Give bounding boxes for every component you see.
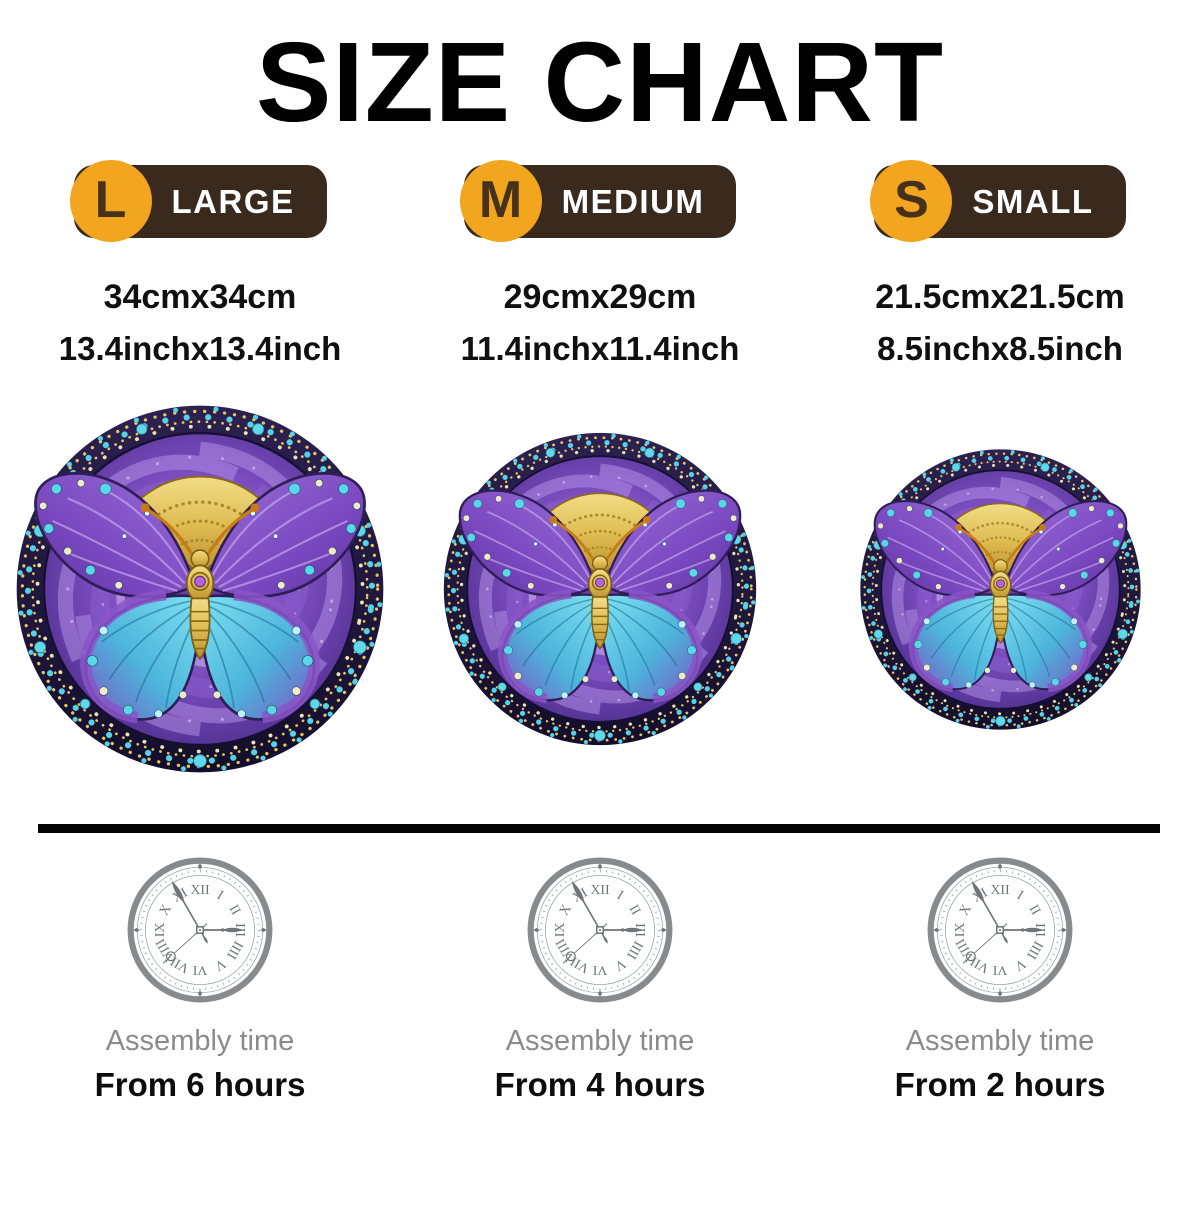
size-cm-large: 34cmx34cm [103, 278, 297, 316]
puzzle-cell-medium [400, 428, 800, 750]
assembly-hours-small: From 2 hours [894, 1065, 1106, 1103]
size-badge-small: S SMALL [870, 160, 1126, 242]
puzzle-images-row [0, 384, 1200, 794]
badge-letter-small: S [894, 171, 929, 229]
butterfly-puzzle-image-large [11, 400, 389, 778]
size-cm-small: 21.5cmx21.5cm [875, 278, 1125, 316]
badge-letter-medium: M [478, 171, 523, 229]
size-inch-medium: 11.4inchx11.4inch [460, 330, 740, 368]
assembly-label-cell-large: Assembly time [0, 1024, 400, 1059]
dimensions-row: 34cmx34cm 13.4inchx13.4inch 29cmx29cm 11… [0, 278, 1200, 368]
assembly-hours-large: From 6 hours [94, 1065, 306, 1103]
page-title: SIZE CHART [256, 19, 944, 145]
size-badge-medium: M MEDIUM [459, 160, 737, 242]
size-chart-page: SIZE CHART L LARGE M MEDIUM S [0, 26, 1200, 1104]
badge-cell-small: S SMALL [800, 160, 1200, 242]
clock-cell-medium [400, 854, 800, 1006]
assembly-value-row: From 6 hours From 4 hours From 2 hours [0, 1065, 1200, 1105]
badge-cell-large: L LARGE [0, 160, 400, 242]
size-inch-small: 8.5inchx8.5inch [877, 330, 1123, 368]
assembly-time-label-small: Assembly time [905, 1025, 1095, 1058]
badge-label-large: LARGE [171, 182, 295, 220]
badge-cell-medium: M MEDIUM [400, 160, 800, 242]
badge-label-medium: MEDIUM [561, 182, 705, 220]
assembly-label-row: Assembly time Assembly time Assembly tim… [0, 1024, 1200, 1059]
divider-line [38, 824, 1160, 834]
clock-cell-large [0, 854, 400, 1006]
assembly-value-cell-small: From 2 hours [800, 1065, 1200, 1105]
dimensions-cell-medium: 29cmx29cm 11.4inchx11.4inch [400, 278, 800, 368]
size-cm-medium: 29cmx29cm [503, 278, 697, 316]
dimensions-cell-small: 21.5cmx21.5cm 8.5inchx8.5inch [800, 278, 1200, 368]
assembly-hours-medium: From 4 hours [494, 1065, 706, 1103]
butterfly-puzzle-image-medium [439, 428, 761, 750]
badge-letter-circle-medium: M [459, 160, 542, 242]
assembly-clock-icon-large [124, 854, 276, 1006]
dimensions-cell-large: 34cmx34cm 13.4inchx13.4inch [0, 278, 400, 368]
assembly-clock-icon-small [924, 854, 1076, 1006]
badge-letter-circle-small: S [870, 160, 953, 242]
clocks-row [0, 854, 1200, 1006]
size-inch-large: 13.4inchx13.4inch [58, 330, 342, 368]
assembly-time-label-large: Assembly time [105, 1025, 295, 1058]
puzzle-cell-large [0, 400, 400, 778]
assembly-value-cell-large: From 6 hours [0, 1065, 400, 1105]
badge-letter-large: L [94, 171, 127, 229]
assembly-clock-icon-medium [524, 854, 676, 1006]
badge-label-small: SMALL [972, 182, 1094, 220]
assembly-label-cell-medium: Assembly time [400, 1024, 800, 1059]
butterfly-puzzle-image-small [856, 445, 1145, 734]
clock-cell-small [800, 854, 1200, 1006]
badge-letter-circle-large: L [69, 160, 152, 242]
puzzle-cell-small [800, 445, 1200, 734]
assembly-value-cell-medium: From 4 hours [400, 1065, 800, 1105]
assembly-time-label-medium: Assembly time [505, 1025, 695, 1058]
assembly-label-cell-small: Assembly time [800, 1024, 1200, 1059]
badges-row: L LARGE M MEDIUM S SMALL [0, 160, 1200, 242]
size-badge-large: L LARGE [69, 160, 327, 242]
